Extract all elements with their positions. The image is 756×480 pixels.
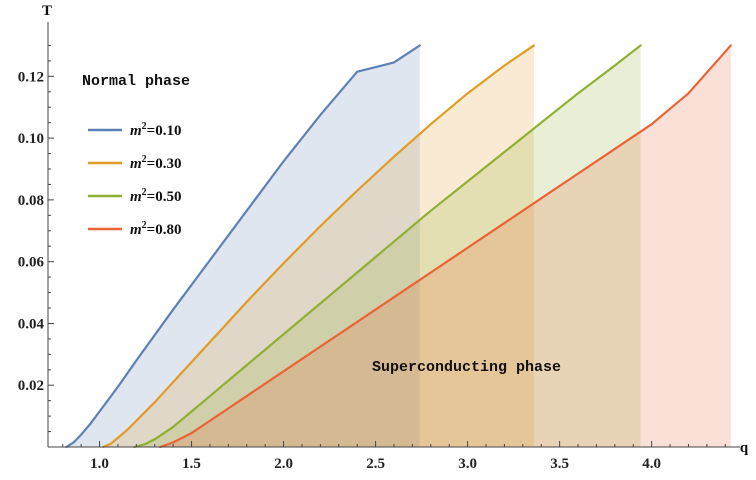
series-line-3 bbox=[133, 44, 642, 449]
y-tick-label: 0.12 bbox=[18, 69, 44, 85]
x-tick-label: 1.5 bbox=[182, 456, 201, 472]
y-tick-label: 0.10 bbox=[18, 131, 44, 147]
x-ticks: 1.0 1.5 2.0 2.5 3.0 3.5 4.0 bbox=[62, 441, 726, 472]
x-tick-label: 3.5 bbox=[550, 456, 569, 472]
series-line-2 bbox=[102, 44, 535, 449]
series-line-1 bbox=[65, 44, 421, 449]
x-tick-label: 3.0 bbox=[458, 456, 477, 472]
series-line-4 bbox=[159, 44, 732, 449]
normal-phase-annotation: Normal phase bbox=[82, 73, 190, 90]
y-ticks: 0.02 0.04 0.06 0.08 0.10 0.12 bbox=[18, 44, 54, 433]
legend-label-2: m2=0.30 bbox=[130, 154, 181, 172]
legend: m2=0.10 m2=0.30 m2=0.50 m2=0.80 bbox=[88, 121, 181, 238]
y-tick-label: 0.06 bbox=[18, 255, 45, 271]
x-tick-label: 2.5 bbox=[366, 456, 385, 472]
x-axis-label: q bbox=[740, 440, 749, 456]
area-fill-2 bbox=[103, 45, 534, 447]
legend-label-1: m2=0.10 bbox=[130, 121, 181, 139]
area-fill-4 bbox=[160, 45, 731, 447]
x-tick-label: 4.0 bbox=[642, 456, 661, 472]
x-tick-label: 1.0 bbox=[90, 456, 109, 472]
y-tick-label: 0.02 bbox=[18, 378, 44, 394]
series-lines bbox=[65, 44, 732, 449]
superconducting-phase-annotation: Superconducting phase bbox=[372, 359, 561, 376]
area-fill-1 bbox=[66, 45, 420, 447]
legend-label-3: m2=0.50 bbox=[130, 187, 181, 205]
y-tick-label: 0.08 bbox=[18, 193, 44, 209]
y-axis-label: T bbox=[42, 3, 52, 19]
x-tick-label: 2.0 bbox=[274, 456, 293, 472]
y-tick-label: 0.04 bbox=[18, 316, 45, 332]
legend-label-4: m2=0.80 bbox=[130, 220, 181, 238]
area-fill-3 bbox=[134, 45, 641, 447]
fill-areas bbox=[66, 45, 731, 447]
